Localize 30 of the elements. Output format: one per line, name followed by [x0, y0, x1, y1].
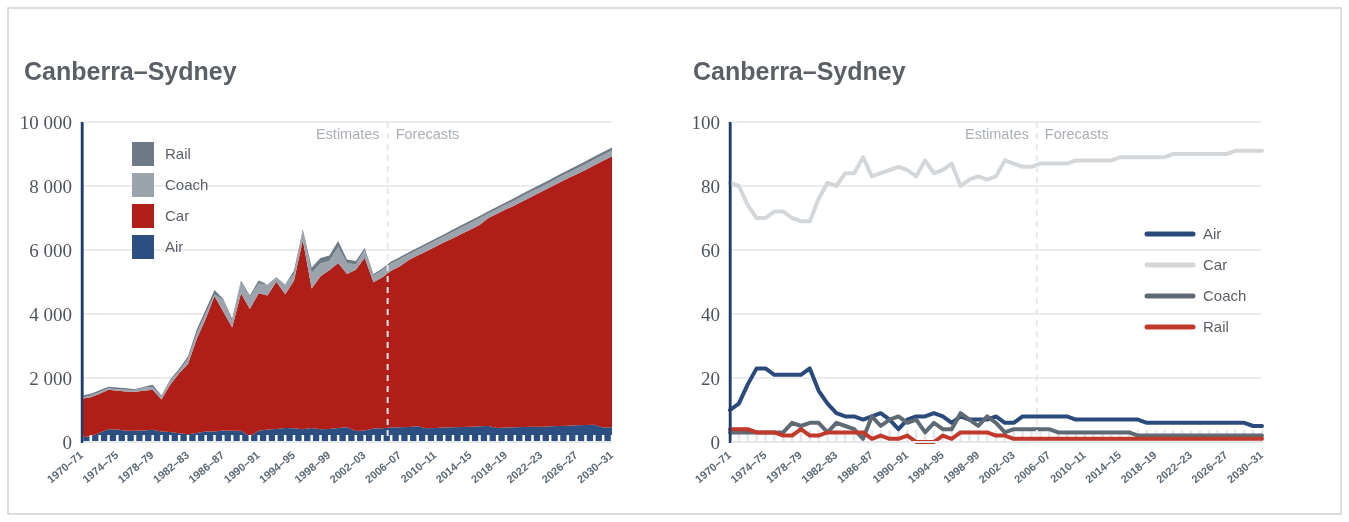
y-tick-label: 40 [701, 303, 720, 325]
y-tick-label: 6 000 [29, 239, 72, 261]
y-tick-label: 4 000 [29, 303, 72, 325]
chart-title: Canberra–Sydney [693, 57, 906, 85]
line-series [728, 366, 1264, 432]
y-tick-label: 2 000 [29, 367, 72, 389]
y-tick-label: 0 [62, 431, 72, 453]
legend-label: Air [1203, 224, 1222, 242]
y-tick-label: 8 000 [29, 175, 72, 197]
legend-label: Coach [1203, 286, 1247, 304]
y-tick-label: 0 [710, 431, 720, 453]
annotation: Forecasts [395, 126, 460, 142]
y-tick-label: 10 000 [19, 111, 72, 133]
y-tick-label: 60 [701, 239, 720, 261]
legend-label: Car [165, 206, 190, 224]
y-tick-label: 100 [691, 111, 720, 133]
line-series [728, 148, 1264, 224]
annotation: Estimates [315, 126, 380, 142]
legend-label: Car [1203, 255, 1228, 273]
line-series [728, 427, 1264, 444]
y-tick-label: 80 [701, 175, 720, 197]
line-series [728, 411, 1264, 441]
legend-label: Coach [165, 175, 209, 193]
annotation: Forecasts [1044, 126, 1109, 142]
legend-label: Rail [165, 144, 191, 162]
annotation: Estimates [965, 126, 1029, 142]
chart-title: Canberra–Sydney [24, 57, 237, 85]
legend-label: Air [165, 237, 184, 255]
legend-label: Rail [1203, 317, 1229, 335]
y-tick-label: 20 [701, 367, 720, 389]
